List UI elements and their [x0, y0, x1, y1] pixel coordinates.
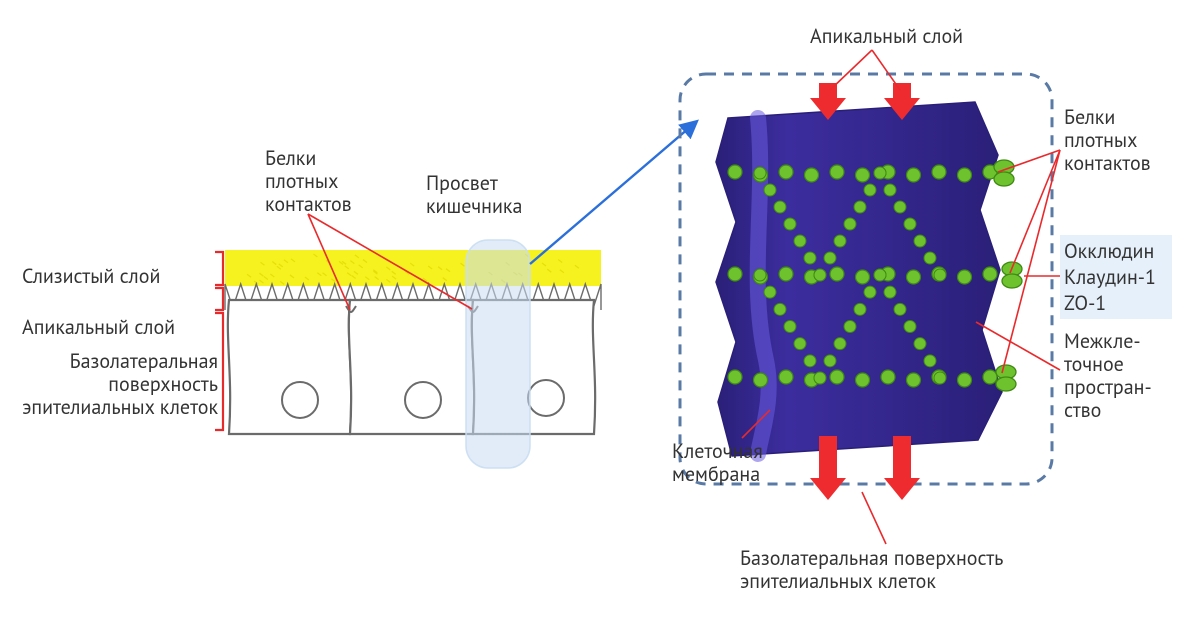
label-left_mucus: Слизистый слой [22, 265, 160, 288]
tj-protein [728, 267, 742, 281]
diagram-canvas [0, 0, 1200, 622]
tj-protein [983, 267, 997, 281]
tj-protein [830, 267, 844, 281]
label-inset_membrane: Клеточная мембрана [672, 440, 763, 486]
tj-protein [958, 373, 972, 387]
label-right_claudin: Клаудин-1 [1064, 266, 1156, 289]
zoom-arrow [530, 122, 696, 264]
tj-protein [907, 168, 921, 182]
tj-protein [830, 370, 844, 384]
leader-line [872, 50, 900, 90]
label-right_zo1: ZO-1 [1064, 292, 1106, 315]
label-right_inter: Межкле- точное простран- ство [1064, 330, 1152, 422]
leader-line [862, 492, 886, 544]
mucus-layer [225, 250, 601, 286]
label-top_center: Апикальный слой [810, 25, 963, 48]
layer-bracket [215, 288, 223, 310]
tj-protein [830, 165, 844, 179]
zoom-highlight [466, 240, 530, 468]
tj-protein [907, 373, 921, 387]
tj-protein [728, 370, 742, 384]
layer-bracket [215, 252, 223, 285]
tj-protein [881, 370, 895, 384]
label-right_tj: Белки плотных контактов [1064, 106, 1151, 175]
label-bottom_baso: Базолатеральная поверхность эпителиальны… [740, 547, 1003, 593]
tj-protein [932, 165, 946, 179]
tj-protein [856, 168, 870, 182]
label-mid_left_2: Просвет кишечника [426, 172, 522, 218]
leader-line [830, 50, 872, 90]
tj-protein [728, 165, 742, 179]
label-mid_left_1: Белки плотных контактов [265, 147, 352, 216]
tj-protein [779, 370, 793, 384]
label-right_occludin: Окклюдин [1064, 240, 1154, 263]
tj-protein [958, 168, 972, 182]
tj-protein [754, 373, 768, 387]
tj-protein [779, 267, 793, 281]
label-left_baso: Базолатеральная поверхность эпителиальны… [22, 350, 218, 419]
tj-protein [856, 373, 870, 387]
tj-protein [907, 270, 921, 284]
tj-protein [958, 270, 972, 284]
tj-protein [983, 370, 997, 384]
tj-protein [856, 270, 870, 284]
tj-protein [805, 168, 819, 182]
label-left_apical: Апикальный слой [22, 316, 175, 339]
tj-protein [779, 165, 793, 179]
